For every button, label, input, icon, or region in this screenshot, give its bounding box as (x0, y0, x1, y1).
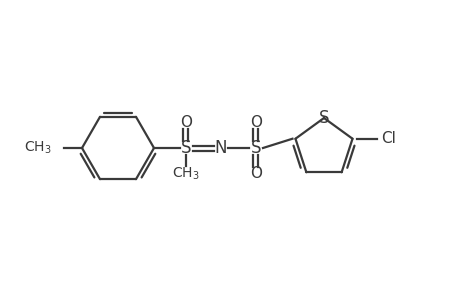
Text: S: S (318, 109, 329, 127)
Text: O: O (249, 167, 262, 182)
Text: S: S (180, 139, 191, 157)
Text: S: S (250, 139, 261, 157)
Text: CH$_3$: CH$_3$ (172, 166, 199, 182)
Text: CH$_3$: CH$_3$ (24, 140, 52, 156)
Text: Cl: Cl (380, 131, 395, 146)
Text: O: O (249, 115, 262, 130)
Text: N: N (214, 139, 227, 157)
Text: O: O (179, 115, 191, 130)
